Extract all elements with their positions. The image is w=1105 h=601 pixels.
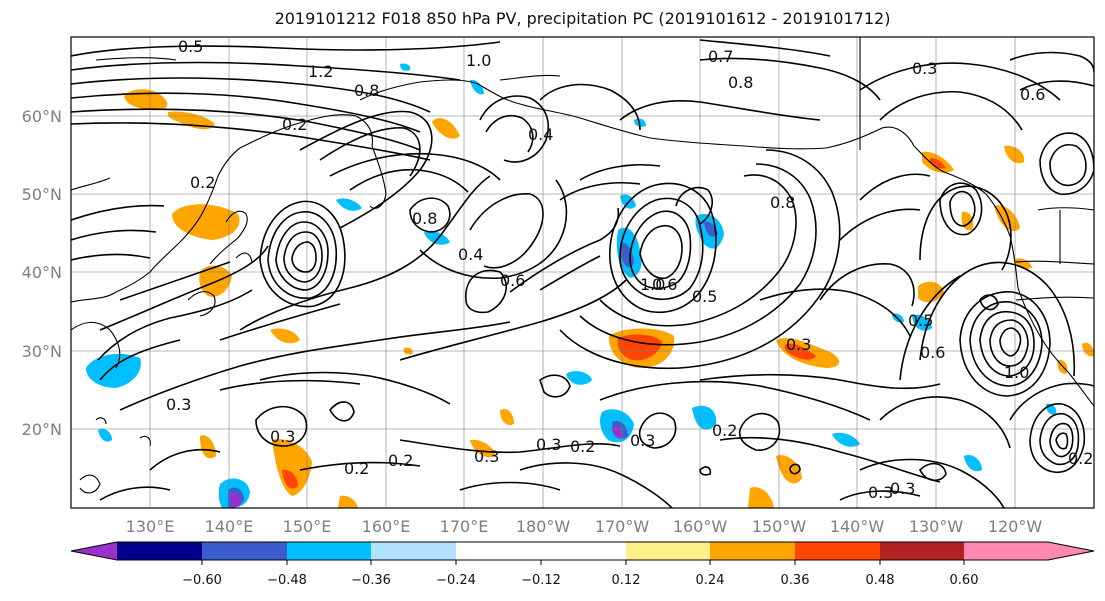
pv-contours [71,39,1094,508]
contour-label: 0.2 [190,173,215,192]
contour-label: 0.3 [270,427,295,446]
contour-label: 0.4 [528,125,553,144]
contour-label: 0.5 [692,287,717,306]
lon-label: 130°E [126,517,175,536]
colorbar-segment-0 [71,542,117,560]
lon-label: 170°E [440,517,489,536]
contour-label: 0.6 [1020,85,1045,104]
lon-label: 140°W [830,517,885,536]
contour-label: 0.2 [712,421,737,440]
contour-label: 0.6 [500,271,525,290]
contour-label: 1.2 [308,62,333,81]
contour-label: 1.0 [466,51,491,70]
contour-label: 0.8 [770,193,795,212]
colorbar-segment-6 [541,542,626,560]
colorbar-tick-label: 0.36 [781,573,810,588]
colorbar-segment-10 [880,542,964,560]
map-background [71,37,1094,508]
contour-label: 0.6 [920,343,945,362]
colorbar: −0.60 −0.48 −0.36 −0.24 −0.12 0.12 0.24 … [70,541,1095,588]
contour-label: 0.2 [388,451,413,470]
colorbar-segment-5 [456,542,541,560]
contour-label: 0.3 [474,447,499,466]
lat-label: 60°N [22,107,62,126]
colorbar-tick-label: 0.24 [696,573,725,588]
colorbar-segment-8 [710,542,795,560]
colorbar-tick-label: 0.48 [866,573,895,588]
contour-label: 0.2 [1068,449,1093,468]
colorbar-segment-2 [202,542,287,560]
colorbar-segment-4 [371,542,456,560]
colorbar-tick-label: 0.12 [612,573,641,588]
lon-label: 160°E [362,517,411,536]
lon-label: 120°W [988,517,1043,536]
lon-label: 150°W [752,517,807,536]
contour-label: 0.4 [458,245,483,264]
latitude-axis: 60°N 50°N 40°N 30°N 20°N [22,107,62,439]
contour-label: 0.5 [908,311,933,330]
colorbar-tick-label: −0.60 [182,573,222,588]
contour-label: 0.2 [344,459,369,478]
colorbar-segment-9 [795,542,880,560]
contour-label: 0.3 [166,395,191,414]
contour-label: 0.6 [652,275,677,294]
contour-label-group: 0.5 1.2 1.0 0.7 0.3 0.8 0.8 0.2 0.2 0.4 … [166,37,1093,502]
colorbar-tick-label: −0.12 [521,573,561,588]
colorbar-tick-label: −0.48 [267,573,307,588]
lon-label: 160°W [673,517,728,536]
lon-label: 130°W [909,517,964,536]
contour-label: 1.0 [1004,363,1029,382]
contour-label: 0.3 [630,431,655,450]
contour-label: 0.8 [412,209,437,228]
contour-label: 0.8 [354,81,379,100]
contour-label: 0.2 [570,437,595,456]
contour-label: 0.8 [728,73,753,92]
contour-label: 0.7 [708,47,733,66]
lon-label: 180°W [516,517,571,536]
map-frame [70,36,1095,509]
colorbar-tick-label: −0.24 [436,573,476,588]
colorbar-ticks [201,560,965,565]
contour-label: 1.0 [640,275,665,294]
contour-label: 0.2 [282,115,307,134]
contour-label: 0.3 [536,435,561,454]
lat-label: 50°N [22,185,62,204]
coastlines [71,37,1094,494]
colorbar-outline [70,541,1095,561]
colorbar-tick-label: −0.36 [351,573,391,588]
contour-label: 0.3 [786,335,811,354]
contour-label: 0.3 [868,483,893,502]
colorbar-segment-1 [117,542,202,560]
longitude-axis: 130°E 140°E 150°E 160°E 170°E 180°W 170°… [126,517,1043,536]
colorbar-segment-3 [287,542,371,560]
lat-label: 20°N [22,420,62,439]
contour-label: 0.3 [912,59,937,78]
lat-label: 40°N [22,263,62,282]
figure-title: 2019101212 F018 850 hPa PV, precipitatio… [274,9,891,28]
contour-label: 0.5 [178,37,203,56]
contour-label: 0.3 [890,479,915,498]
lon-label: 150°E [283,517,332,536]
colorbar-segment-11 [964,542,1094,560]
colorbar-segment-7 [626,542,710,560]
lon-label: 140°E [205,517,254,536]
graticule [71,37,1094,508]
colorbar-tick-label: 0.60 [950,573,979,588]
lon-label: 170°W [595,517,650,536]
lat-label: 30°N [22,342,62,361]
